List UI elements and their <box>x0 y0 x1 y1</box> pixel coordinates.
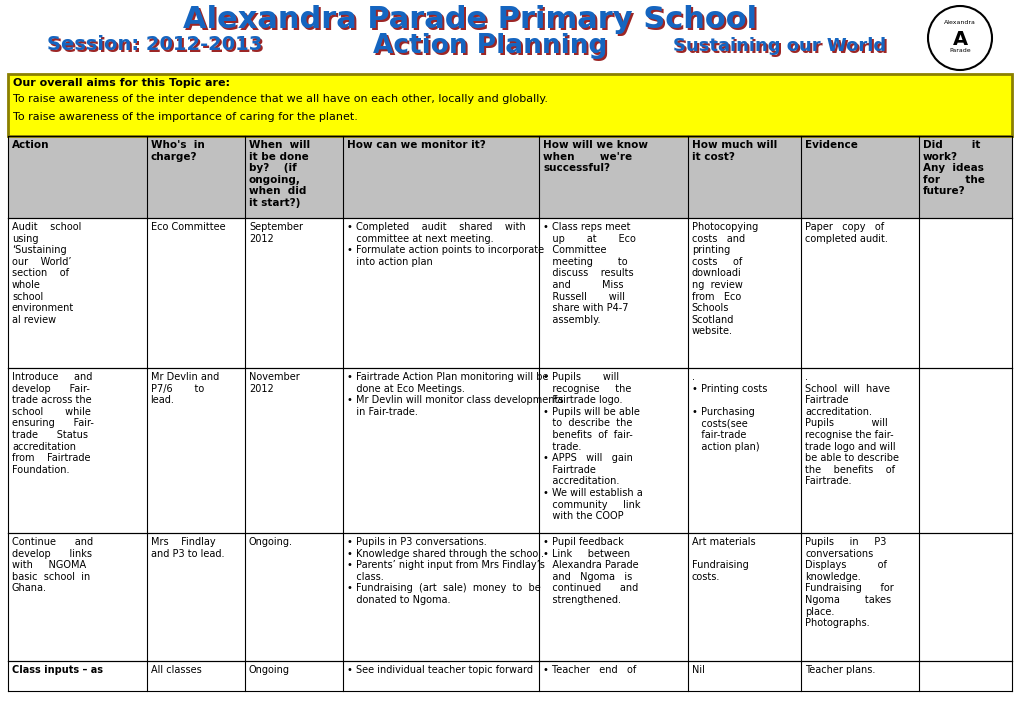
Text: Mr Devlin and
P7/6       to
lead.: Mr Devlin and P7/6 to lead. <box>151 372 219 405</box>
Text: Sustaining our World: Sustaining our World <box>673 37 886 55</box>
Text: Sustaining our World: Sustaining our World <box>675 39 888 57</box>
Circle shape <box>927 6 991 70</box>
Text: How will we know
when       we're
successful?: How will we know when we're successful? <box>542 140 647 174</box>
Text: Class inputs – as: Class inputs – as <box>12 665 103 675</box>
Text: .
• Printing costs

• Purchasing
   costs(see
   fair-trade
   action plan): . • Printing costs • Purchasing costs(se… <box>691 372 766 451</box>
Text: Alexandra Parade Primary School: Alexandra Parade Primary School <box>182 5 756 34</box>
Bar <box>8 136 1011 218</box>
Text: Art materials

Fundraising
costs.: Art materials Fundraising costs. <box>691 537 755 582</box>
Text: Mrs    Findlay
and P3 to lead.: Mrs Findlay and P3 to lead. <box>151 537 224 559</box>
Text: Audit    school
using
‘Sustaining
our    World’
section    of
whole
school
envir: Audit school using ‘Sustaining our World… <box>12 222 82 325</box>
Text: Ongoing.: Ongoing. <box>249 537 292 547</box>
Text: • Pupil feedback
• Link     between
   Alexandra Parade
   and   Ngoma   is
   c: • Pupil feedback • Link between Alexandr… <box>542 537 638 605</box>
Text: A: A <box>952 30 967 49</box>
Text: When  will
it be done
by?    (if
ongoing,
when  did
it start?): When will it be done by? (if ongoing, wh… <box>249 140 310 208</box>
Text: How much will
it cost?: How much will it cost? <box>691 140 776 161</box>
Text: Introduce     and
develop      Fair-
trade across the
school       while
ensurin: Introduce and develop Fair- trade across… <box>12 372 94 474</box>
Text: Action Planning: Action Planning <box>374 35 608 61</box>
Bar <box>8 661 1011 691</box>
Text: Continue      and
develop      links
with     NGOMA
basic  school  in
Ghana.: Continue and develop links with NGOMA ba… <box>12 537 93 593</box>
Text: • Class reps meet
   up       at       Eco
   Committee
   meeting        to
   : • Class reps meet up at Eco Committee me… <box>542 222 636 325</box>
Text: Nil: Nil <box>691 665 704 675</box>
Text: Our overall aims for this Topic are:: Our overall aims for this Topic are: <box>13 78 229 88</box>
Text: How can we monitor it?: How can we monitor it? <box>347 140 486 150</box>
Text: • See individual teacher topic forward: • See individual teacher topic forward <box>347 665 533 675</box>
Text: To raise awareness of the inter dependence that we all have on each other, local: To raise awareness of the inter dependen… <box>13 94 547 104</box>
Text: Pupils     in     P3
conversations
Displays          of
knowledge.
Fundraising  : Pupils in P3 conversations Displays of k… <box>804 537 893 628</box>
Text: Session: 2012-2013: Session: 2012-2013 <box>47 35 262 54</box>
Text: Parade: Parade <box>949 48 970 53</box>
Text: Eco Committee: Eco Committee <box>151 222 225 232</box>
Text: Evidence: Evidence <box>804 140 857 150</box>
Text: Paper   copy   of
completed audit.: Paper copy of completed audit. <box>804 222 888 243</box>
Text: Alexandra Parade Primary School: Alexandra Parade Primary School <box>184 7 758 36</box>
Text: Session: 2012-2013: Session: 2012-2013 <box>49 37 264 56</box>
Text: To raise awareness of the importance of caring for the planet.: To raise awareness of the importance of … <box>13 112 358 122</box>
Text: Teacher plans.: Teacher plans. <box>804 665 874 675</box>
Bar <box>8 74 1011 136</box>
Bar <box>8 533 1011 661</box>
Text: Did        it
work?
Any  ideas
for       the
future?: Did it work? Any ideas for the future? <box>922 140 983 197</box>
Text: Alexandra: Alexandra <box>944 20 975 25</box>
Bar <box>8 368 1011 533</box>
Text: Ongoing: Ongoing <box>249 665 289 675</box>
Text: November
2012: November 2012 <box>249 372 300 394</box>
Text: Action: Action <box>12 140 50 150</box>
Text: • Fairtrade Action Plan monitoring will be
   done at Eco Meetings.
• Mr Devlin : • Fairtrade Action Plan monitoring will … <box>347 372 564 417</box>
Text: • Completed    audit    shared    with
   committee at next meeting.
• Formulate: • Completed audit shared with committee … <box>347 222 544 267</box>
Bar <box>8 218 1011 368</box>
Text: All classes: All classes <box>151 665 201 675</box>
Text: Photocopying
costs   and
printing
costs     of
downloadi
ng  review
from   Eco
S: Photocopying costs and printing costs of… <box>691 222 757 336</box>
Text: • Pupils in P3 conversations.
• Knowledge shared through the school.
• Parents’ : • Pupils in P3 conversations. • Knowledg… <box>347 537 545 605</box>
Text: .
School  will  have
Fairtrade
accreditation.
Pupils            will
recognise t: . School will have Fairtrade accreditati… <box>804 372 899 487</box>
Text: September
2012: September 2012 <box>249 222 303 243</box>
Text: Who's  in
charge?: Who's in charge? <box>151 140 204 161</box>
Text: Action Planning: Action Planning <box>373 33 606 59</box>
Text: • Teacher   end   of: • Teacher end of <box>542 665 636 675</box>
Text: • Pupils       will
   recognise     the
   Fairtrade logo.
• Pupils will be abl: • Pupils will recognise the Fairtrade lo… <box>542 372 642 521</box>
